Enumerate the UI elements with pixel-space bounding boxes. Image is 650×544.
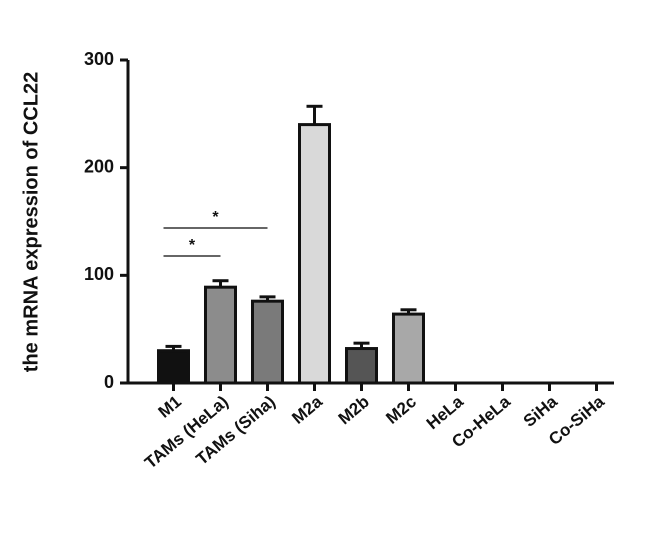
x-tick-label: M2a [288, 392, 326, 428]
x-tick-label: M2b [335, 392, 373, 428]
bar [251, 299, 284, 385]
bar [345, 347, 378, 385]
y-tick-label: 0 [104, 372, 114, 392]
bar [157, 349, 190, 385]
y-tick-label: 300 [84, 49, 114, 69]
y-tick-label: 100 [84, 264, 114, 284]
y-tick-label: 200 [84, 156, 114, 176]
significance-label: * [189, 237, 196, 254]
bar [298, 123, 331, 385]
significance-label: * [212, 209, 219, 226]
bar [392, 312, 425, 385]
y-axis-label: the mRNA expression of CCL22 [20, 72, 42, 372]
x-tick-label: M1 [155, 392, 185, 422]
x-tick-label: M2c [382, 392, 420, 428]
bar [204, 285, 237, 385]
